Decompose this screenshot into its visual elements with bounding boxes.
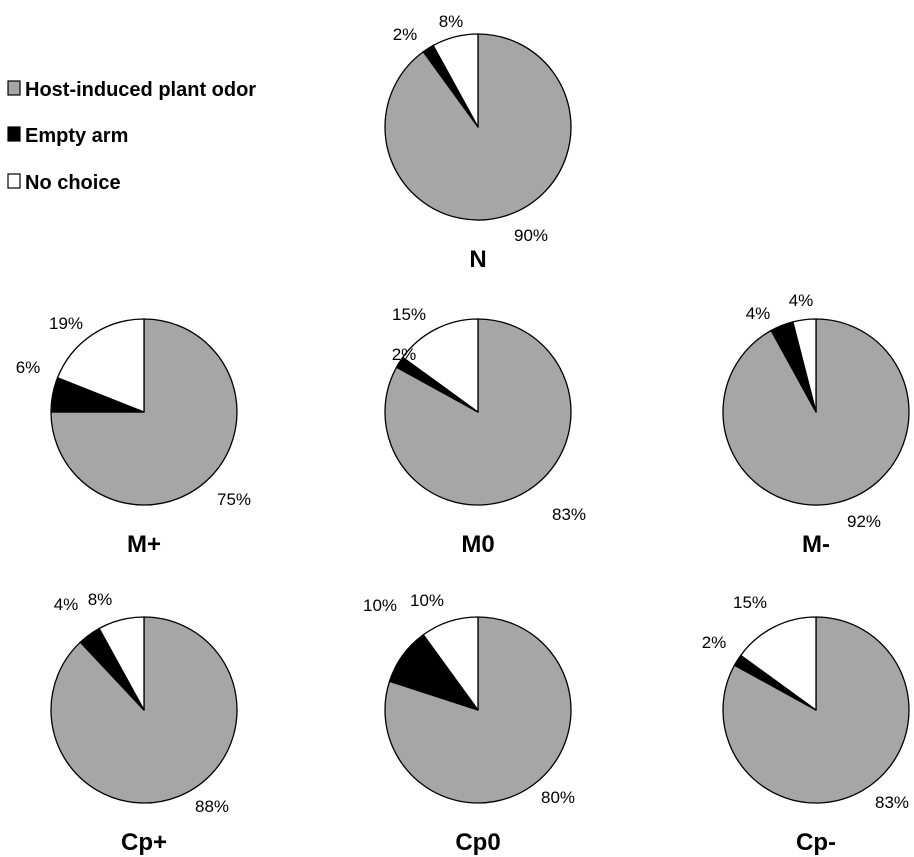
pie-m0: 83% 2% 15% M0: [384, 305, 586, 558]
pie-mplus-title: M+: [127, 531, 161, 558]
pie-cpplus-label-empty-arm: 4%: [54, 595, 79, 614]
pie-cp0-title: Cp0: [455, 829, 500, 856]
legend-entry-no-choice: No choice: [7, 172, 121, 194]
pie-n-label-no-choice: 8%: [439, 12, 464, 31]
legend-swatch-no-choice: [7, 173, 21, 189]
pie-mminus-label-no-choice: 4%: [789, 291, 814, 310]
pie-mplus-label-no-choice: 19%: [49, 314, 83, 333]
pie-charts: 90% 2% 8% N 75% 6% 19% M+ 83% 2% 15% M0 92% 4% 4% M- 88%…: [16, 12, 910, 856]
pie-m0-label-host-odor: 83%: [552, 505, 586, 524]
pie-cp0-label-host-odor: 80%: [541, 788, 575, 807]
pie-mminus: 92% 4% 4% M-: [722, 291, 910, 558]
legend-label-no-choice: No choice: [25, 172, 121, 194]
pie-mplus: 75% 6% 19% M+: [16, 314, 251, 558]
pie-cpplus: 88% 4% 8% Cp+: [50, 590, 238, 856]
pie-mminus-slice-no-choice: [792, 318, 817, 413]
pie-m0-slice-no-choice: [402, 318, 479, 413]
pie-n-label-empty-arm: 2%: [393, 25, 418, 44]
pie-mplus-label-host-odor: 75%: [217, 490, 251, 509]
pie-mminus-label-host-odor: 92%: [847, 512, 881, 531]
pie-cpplus-label-host-odor: 88%: [195, 797, 229, 816]
legend-label-host-odor: Host-induced plant odor: [25, 79, 256, 101]
pie-mminus-label-empty-arm: 4%: [746, 304, 771, 323]
pie-mplus-label-empty-arm: 6%: [16, 358, 41, 377]
pie-cp0-label-empty-arm: 10%: [363, 596, 397, 615]
pie-cpplus-title: Cp+: [121, 829, 167, 856]
pie-cpminus-label-no-choice: 15%: [733, 593, 767, 612]
pie-cpminus: 83% 2% 15% Cp-: [702, 593, 910, 856]
pie-m0-title: M0: [461, 531, 494, 558]
pie-cp0: 80% 10% 10% Cp0: [363, 591, 575, 856]
pie-cp0-label-no-choice: 10%: [410, 591, 444, 610]
pie-cpplus-label-no-choice: 8%: [88, 590, 113, 609]
legend-entry-host-odor: Host-induced plant odor: [7, 79, 256, 101]
pie-mplus-slice-no-choice: [56, 318, 145, 413]
pie-cpminus-slice-no-choice: [740, 616, 817, 711]
pie-cpminus-label-host-odor: 83%: [875, 793, 909, 812]
pie-n-title: N: [469, 246, 486, 273]
pie-n: 90% 2% 8% N: [384, 12, 572, 273]
pie-mminus-title: M-: [802, 531, 830, 558]
legend-swatch-host-odor: [7, 80, 21, 96]
pie-cpplus-slice-no-choice: [98, 616, 145, 711]
pie-cpminus-label-empty-arm: 2%: [702, 633, 727, 652]
pie-cp0-slice-no-choice: [422, 616, 479, 711]
pie-n-slice-no-choice: [432, 33, 479, 128]
pie-m0-label-empty-arm: 2%: [392, 345, 417, 364]
pie-n-label-host-odor: 90%: [514, 226, 548, 245]
pie-mplus-slice-host-odor: [50, 318, 238, 506]
legend: Host-induced plant odor Empty arm No cho…: [7, 79, 256, 194]
pie-cpminus-title: Cp-: [796, 829, 836, 856]
pie-m0-label-no-choice: 15%: [392, 305, 426, 324]
legend-swatch-empty-arm: [7, 126, 21, 142]
legend-label-empty-arm: Empty arm: [25, 125, 128, 147]
legend-entry-empty-arm: Empty arm: [7, 125, 128, 147]
